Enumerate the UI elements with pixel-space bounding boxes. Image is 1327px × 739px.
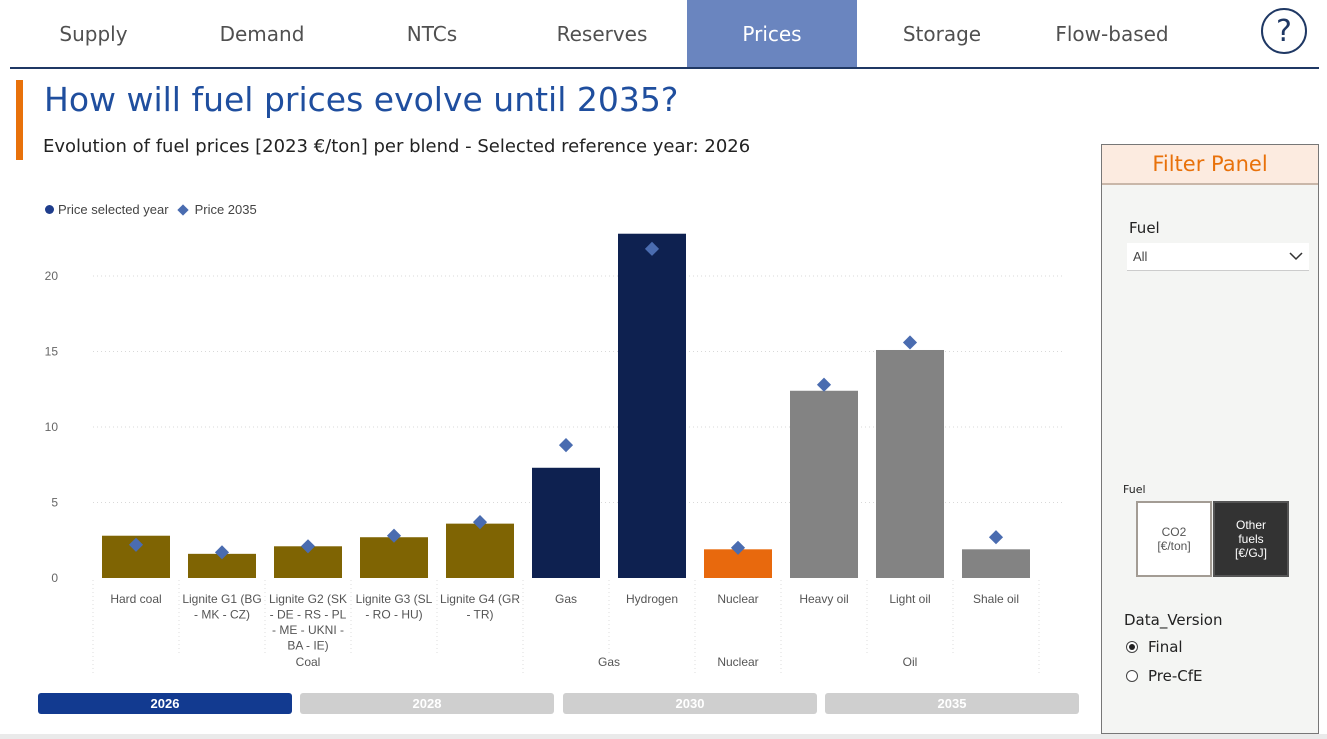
- legend-selected-label: Price selected year: [58, 202, 169, 217]
- marker-2035: [902, 335, 918, 350]
- marker-2035: [472, 515, 488, 530]
- year-slicer-2026[interactable]: 2026: [38, 693, 292, 714]
- tab-reserves[interactable]: Reserves: [556, 21, 648, 46]
- fuel-price-chart: 0 5 10 15 20 Hard coal Lignite G1 (BG - MK - CZ…: [45, 233, 1065, 674]
- legend-diamond-icon: [176, 203, 189, 216]
- bar-hydrogen: [618, 233, 686, 578]
- toggle-other-line2: fuels: [1238, 532, 1264, 546]
- group-label: Gas: [598, 655, 620, 669]
- group-label: Nuclear: [717, 655, 758, 669]
- group-label: Coal: [296, 655, 321, 669]
- x-tick-label: - MK - CZ): [194, 608, 250, 622]
- data-version-label: Data_Version: [1124, 611, 1223, 629]
- page-subtitle: Evolution of fuel prices [2023 €/ton] pe…: [43, 136, 751, 157]
- marker-2035: [730, 540, 746, 555]
- tab-supply[interactable]: Supply: [59, 21, 128, 46]
- x-tick-label: - RO - HU): [365, 608, 422, 622]
- bar-light-oil: [876, 349, 944, 578]
- y-tick-label: 15: [45, 345, 59, 359]
- toggle-co2-line2: [€/ton]: [1157, 539, 1191, 553]
- marker-2035: [816, 377, 832, 392]
- help-button[interactable]: ?: [1261, 8, 1307, 54]
- x-tick-label: Shale oil: [973, 592, 1019, 606]
- radio-pre-cfe-label: Pre-CfE: [1148, 667, 1203, 685]
- bar-gas: [532, 467, 600, 578]
- x-tick-label: Gas: [555, 592, 577, 606]
- filter-panel: Filter Panel Fuel All Fuel CO2 [€/ton] Ot…: [1101, 144, 1319, 734]
- fuel-filter-label: Fuel: [1129, 219, 1160, 237]
- tab-ntcs[interactable]: NTCs: [406, 21, 458, 46]
- x-tick-label: Nuclear: [717, 592, 758, 606]
- chart-legend: Price selected year Price 2035: [45, 202, 257, 217]
- y-tick-label: 20: [45, 269, 59, 283]
- help-icon: ?: [1276, 13, 1292, 49]
- toggle-co2-line1: CO2: [1161, 525, 1187, 539]
- legend-target-label: Price 2035: [194, 202, 257, 217]
- bar-lignite-g3-sl-ro-hu: [360, 537, 428, 578]
- x-tick-label: Hydrogen: [626, 592, 678, 606]
- toggle-other-fuels[interactable]: Other fuels [€/GJ]: [1213, 501, 1289, 577]
- x-tick-label: BA - IE): [287, 639, 328, 653]
- y-tick-label: 5: [51, 496, 58, 510]
- x-tick-label: Heavy oil: [799, 592, 848, 606]
- year-slicer-2028[interactable]: 2028: [300, 693, 554, 714]
- radio-pre-cfe-icon: [1126, 670, 1138, 682]
- legend-circle-icon: [45, 205, 54, 214]
- tab-demand[interactable]: Demand: [219, 21, 305, 46]
- fuel-dropdown[interactable]: All: [1127, 243, 1309, 271]
- fuel-toggle-label: Fuel: [1123, 483, 1146, 496]
- chevron-down-icon: [1289, 252, 1303, 261]
- bar-lignite-g4-gr-tr: [446, 523, 514, 578]
- x-tick-label: Lignite G2 (SK: [269, 592, 347, 606]
- page-title: How will fuel prices evolve until 2035?: [44, 80, 679, 119]
- marker-2035: [300, 539, 316, 554]
- y-tick-label: 10: [45, 420, 59, 434]
- toggle-other-line3: [€/GJ]: [1234, 546, 1267, 560]
- toggle-other-line1: Other: [1235, 518, 1266, 532]
- marker-2035: [644, 241, 660, 256]
- tab-prices[interactable]: Prices: [687, 0, 857, 67]
- x-tick-label: - DE - RS - PL: [270, 608, 347, 622]
- marker-2035: [988, 530, 1004, 545]
- radio-final[interactable]: Final: [1126, 638, 1183, 656]
- radio-pre-cfe[interactable]: Pre-CfE: [1126, 667, 1203, 685]
- x-tick-label: Light oil: [889, 592, 930, 606]
- x-tick-label: - ME - UKNI -: [272, 623, 344, 637]
- radio-final-label: Final: [1148, 638, 1183, 656]
- marker-2035: [386, 528, 402, 543]
- x-tick-label: - TR): [466, 608, 493, 622]
- year-slicer-2030[interactable]: 2030: [563, 693, 817, 714]
- tab-flow-based[interactable]: Flow-based: [1055, 21, 1169, 46]
- toggle-co2[interactable]: CO2 [€/ton]: [1136, 501, 1212, 577]
- fuel-dropdown-value: All: [1133, 249, 1148, 264]
- y-tick-label: 0: [51, 571, 58, 585]
- group-label: Oil: [903, 655, 918, 669]
- filter-panel-title: Filter Panel: [1102, 145, 1318, 185]
- x-tick-label: Lignite G3 (SL: [356, 592, 433, 606]
- page-bottom-strip: [0, 734, 1327, 739]
- marker-2035: [558, 438, 574, 453]
- x-tick-label: Hard coal: [110, 592, 161, 606]
- tab-storage[interactable]: Storage: [902, 21, 982, 46]
- bar-shale-oil: [962, 549, 1030, 578]
- x-tick-label: Lignite G1 (BG: [182, 592, 261, 606]
- bar-heavy-oil: [790, 390, 858, 578]
- x-tick-label: Lignite G4 (GR: [440, 592, 520, 606]
- top-nav: Supply Demand NTCs Reserves Prices Stora…: [10, 0, 1319, 69]
- radio-final-icon: [1126, 641, 1138, 653]
- year-slicer-2035[interactable]: 2035: [825, 693, 1079, 714]
- title-accent-bar: [16, 80, 23, 160]
